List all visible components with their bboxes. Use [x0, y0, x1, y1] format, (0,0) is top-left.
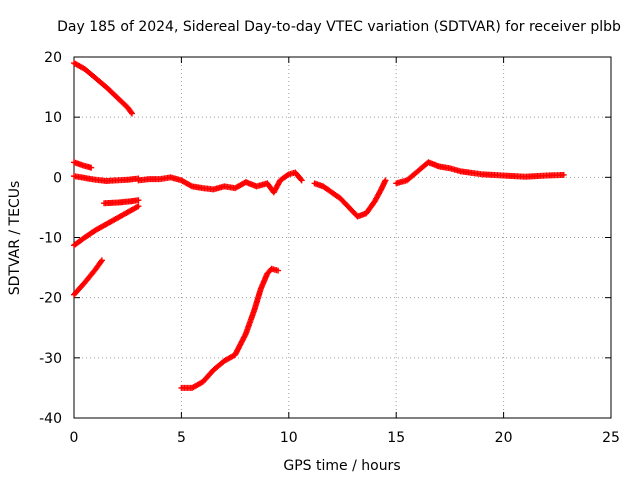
- x-tick-label: 5: [177, 430, 186, 446]
- data-point: [135, 197, 142, 204]
- data-point: [297, 176, 304, 183]
- axis-ticks: 0 5 10 15 20 25 -40 -30 -20 -10 0 10 20: [39, 50, 620, 446]
- series-arc-e: [71, 203, 142, 249]
- data-point: [560, 171, 567, 178]
- y-tick-label: 20: [44, 50, 62, 66]
- series-arc-b: [71, 159, 95, 171]
- x-tick-label: 15: [387, 430, 405, 446]
- series-arc-h: [178, 265, 282, 391]
- y-tick-label: -30: [39, 351, 62, 367]
- data-point: [98, 258, 105, 265]
- y-tick-label: -20: [39, 291, 62, 307]
- data-point: [382, 177, 389, 184]
- data-layer: [71, 60, 567, 391]
- series-arc-g: [135, 169, 305, 196]
- chart-title: Day 185 of 2024, Sidereal Day-to-day VTE…: [57, 19, 621, 35]
- data-point: [128, 109, 135, 116]
- series-arc-j: [393, 159, 567, 187]
- data-point: [98, 257, 105, 264]
- y-tick-label: -10: [39, 231, 62, 247]
- data-point: [298, 177, 305, 184]
- x-tick-label: 20: [495, 430, 513, 446]
- y-tick-label: 0: [53, 170, 62, 186]
- x-tick-label: 0: [70, 430, 79, 446]
- y-tick-label: 10: [44, 110, 62, 126]
- x-axis-label: GPS time / hours: [283, 458, 400, 474]
- x-tick-label: 25: [602, 430, 620, 446]
- series-arc-c: [71, 173, 142, 184]
- data-point: [128, 110, 135, 117]
- y-axis-label: SDTVAR / TECUs: [7, 181, 23, 296]
- data-point: [135, 203, 142, 210]
- series-arc-i: [311, 177, 389, 220]
- series-arc-a: [71, 60, 135, 117]
- x-tick-label: 10: [280, 430, 298, 446]
- grid-lines: [74, 57, 611, 418]
- series-arc-d: [101, 197, 142, 207]
- series-arc-f: [71, 257, 105, 298]
- data-point: [275, 267, 282, 274]
- data-point: [88, 164, 95, 171]
- y-tick-label: -40: [39, 411, 62, 427]
